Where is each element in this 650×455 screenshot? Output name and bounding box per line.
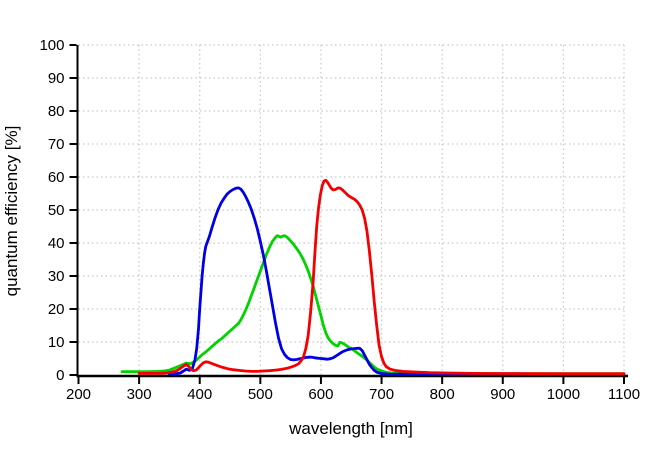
y-tick-label: 100 — [39, 37, 65, 54]
x-tick-label: 800 — [429, 386, 455, 403]
y-tick-label: 80 — [47, 103, 65, 120]
green-curve — [120, 234, 626, 376]
y-tick-label: 30 — [47, 268, 65, 285]
x-axis-title: wavelength [nm] — [289, 419, 413, 438]
x-tick-label: 700 — [369, 386, 395, 403]
x-tick-label: 1000 — [546, 386, 581, 403]
x-tick-label: 300 — [126, 386, 152, 403]
y-tick-label: 90 — [47, 70, 65, 87]
y-tick-label: 70 — [47, 136, 65, 153]
y-tick-label: 10 — [47, 334, 65, 351]
y-tick-label: 50 — [47, 202, 65, 219]
x-tick-label: 600 — [308, 386, 334, 403]
y-tick-label: 40 — [47, 235, 65, 252]
x-tick-label: 500 — [247, 386, 273, 403]
y-tick-label: 20 — [47, 301, 65, 318]
x-tick-label: 200 — [65, 386, 92, 403]
x-tick-label: 400 — [187, 386, 213, 403]
y-tick-label: 60 — [47, 169, 65, 186]
x-tick-label: 1100 — [607, 386, 641, 403]
red-curve — [137, 178, 626, 376]
y-tick-label: 0 — [56, 367, 65, 384]
blue-curve — [167, 186, 626, 376]
x-tick-label: 900 — [490, 386, 516, 403]
